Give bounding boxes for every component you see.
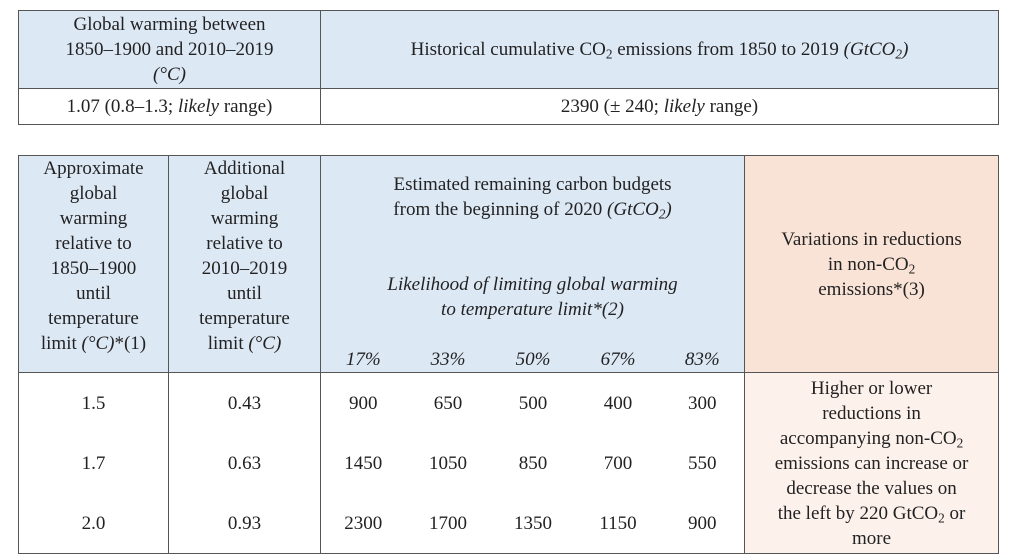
warming-value: 2.0 bbox=[18, 493, 169, 554]
additional-value: 0.43 bbox=[168, 372, 321, 433]
likelihood-label: to temperature limit*(2) bbox=[441, 299, 624, 320]
table-row: 1.5 0.43 900 650 500 400 300 Higher or l… bbox=[18, 372, 1000, 554]
header-unit: (GtCO2) bbox=[843, 39, 909, 62]
budget-value: 400 bbox=[603, 392, 633, 414]
likelihood-17: 17% bbox=[345, 349, 381, 370]
table-row: 2.0 0.93 2300 1700 1350 1150 900 bbox=[18, 493, 999, 554]
header-unit: (°C) bbox=[153, 64, 186, 85]
budget-value: 1050 bbox=[429, 452, 467, 474]
likelihood-50: 50% bbox=[515, 349, 551, 370]
budget-value: 850 bbox=[518, 452, 548, 474]
budget-value: 550 bbox=[660, 433, 746, 493]
table-row: 1.7 0.63 1450 1050 850 700 550 bbox=[18, 433, 999, 493]
budget-value: 300 bbox=[660, 372, 746, 433]
budget-value: 1150 bbox=[575, 493, 661, 554]
budget-value: 2300 bbox=[320, 493, 406, 554]
global-warming-header: Global warming between 1850–1900 and 201… bbox=[18, 10, 321, 89]
warming-value: 1.7 bbox=[18, 433, 169, 493]
budget-value: 1700 bbox=[405, 493, 491, 554]
header-line: Global warming between bbox=[73, 14, 266, 35]
additional-value: 0.93 bbox=[168, 493, 321, 554]
carbon-budget-table: Approximate global warming relative to 1… bbox=[18, 155, 1000, 554]
subscript: 2 bbox=[605, 46, 613, 62]
budget-value: 900 bbox=[320, 372, 406, 433]
warming-value: 1.5 bbox=[18, 372, 169, 433]
budget-value: 1450 bbox=[320, 433, 406, 493]
cumulative-emissions-value: 2390 (± 240; likely range) bbox=[320, 88, 999, 125]
header-text: emissions from 1850 to 2019 bbox=[612, 39, 844, 60]
approx-warming-header: Approximate global warming relative to 1… bbox=[18, 155, 169, 373]
remaining-budget-header: Estimated remaining carbon budgets from … bbox=[319, 155, 746, 347]
likelihood-label: Likelihood of limiting global warming bbox=[387, 274, 678, 295]
likelihood-33: 33% bbox=[430, 349, 466, 370]
cumulative-emissions-header: Historical cumulative CO2 emissions from… bbox=[320, 10, 999, 89]
budget-title: Estimated remaining carbon budgets bbox=[393, 174, 672, 195]
budget-value: 900 bbox=[660, 493, 746, 554]
likelihood-67: 67% bbox=[600, 349, 636, 370]
historical-warming-table: Global warming between 1850–1900 and 201… bbox=[18, 10, 999, 125]
budget-value: 650 bbox=[433, 392, 463, 414]
additional-warming-header: Additional global warming relative to 20… bbox=[168, 155, 321, 373]
header-text: Historical cumulative CO bbox=[410, 39, 606, 60]
budget-value: 700 bbox=[603, 452, 633, 474]
budget-title: from the beginning of 2020 (GtCO2) bbox=[393, 199, 672, 222]
variation-note: Higher or lower reductions in accompanyi… bbox=[744, 372, 1000, 554]
additional-value: 0.63 bbox=[168, 433, 321, 493]
variation-header: Variations in reductions in non-CO2 emis… bbox=[744, 155, 1000, 373]
likelihood-83: 83% bbox=[684, 349, 720, 370]
global-warming-value: 1.07 (0.8–1.3; likely range) bbox=[18, 88, 321, 125]
budget-value: 500 bbox=[518, 392, 548, 414]
budget-value: 1350 bbox=[490, 493, 576, 554]
header-line: 1850–1900 and 2010–2019 bbox=[65, 39, 274, 60]
